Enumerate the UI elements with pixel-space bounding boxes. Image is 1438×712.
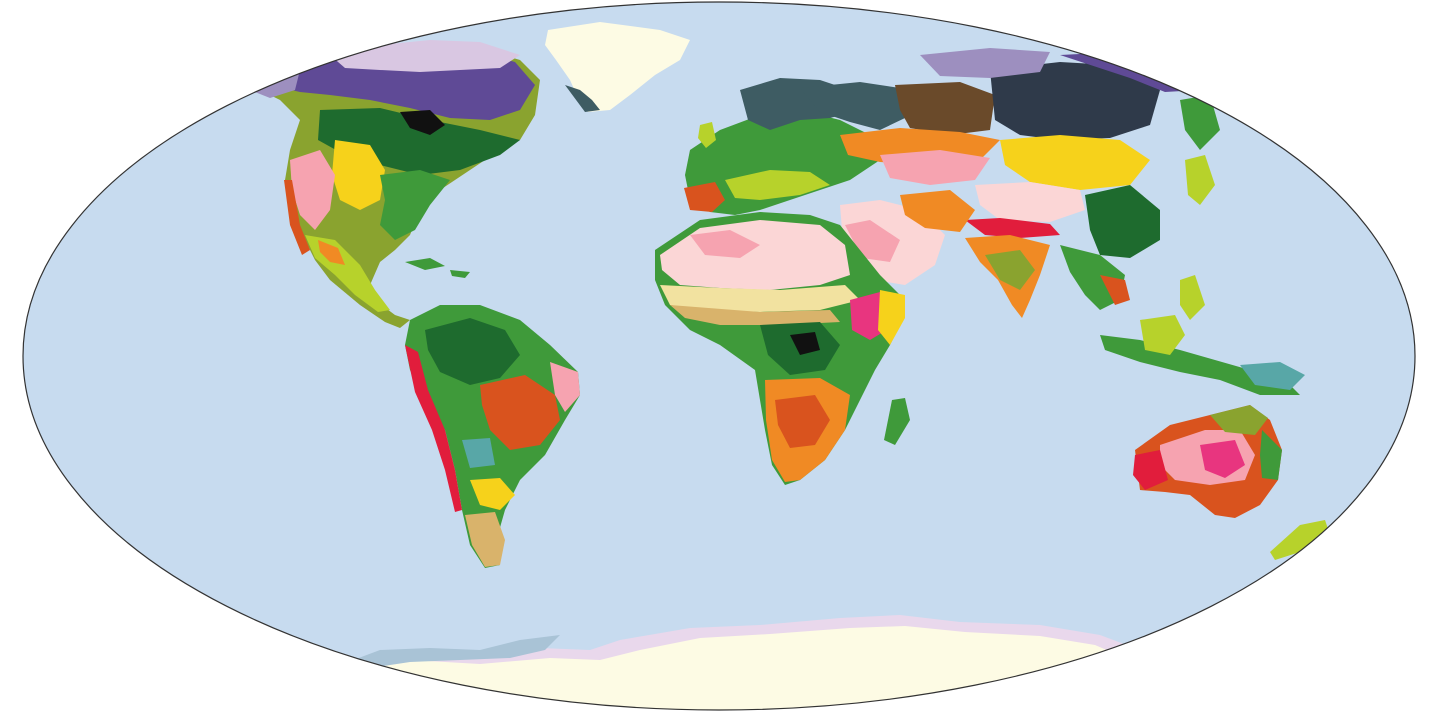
siberia-dark (990, 62, 1160, 140)
pampas (470, 478, 515, 510)
new-guinea (1240, 362, 1305, 390)
kalahari (775, 395, 830, 448)
mongolia-china-north (1000, 135, 1150, 190)
australia-west-red (1133, 450, 1168, 490)
amazon-forest (425, 318, 520, 385)
caribbean-islands (405, 258, 470, 278)
philippines (1180, 275, 1205, 320)
antarctica-ice (355, 626, 1135, 710)
congo-dark (790, 332, 820, 355)
siberia-lavender (920, 48, 1050, 78)
australia-magenta (1200, 440, 1245, 478)
kazakh-steppe (880, 150, 990, 185)
mexico-dry (318, 240, 345, 265)
iberia (684, 182, 725, 212)
sahel (660, 285, 860, 312)
greenland (545, 22, 690, 112)
us-west (290, 150, 335, 230)
great-plains (332, 140, 385, 210)
australia-north (1210, 405, 1268, 435)
brazil-cerrado (480, 375, 560, 450)
new-zealand (1270, 520, 1330, 560)
kamchatka (1180, 95, 1220, 150)
antarctic-sea-ice (340, 635, 560, 668)
us-west-coast (284, 180, 310, 255)
siberia-brown (895, 82, 995, 135)
india-green (985, 250, 1035, 290)
himalaya (965, 218, 1060, 238)
brazil-coast (550, 362, 580, 412)
australia-east (1260, 430, 1282, 480)
us-east-forest (380, 170, 450, 240)
gran-chaco (462, 438, 495, 468)
southeast-asia (1060, 245, 1125, 310)
horn-of-africa (878, 290, 905, 345)
madagascar (884, 398, 910, 445)
russia-west (800, 82, 905, 130)
tibet (975, 182, 1085, 222)
hudson-bay-dark (400, 110, 445, 135)
patagonia (465, 512, 505, 567)
sahel-tan (670, 305, 840, 325)
borneo (1140, 315, 1185, 355)
uk (698, 122, 716, 148)
indochina-accent (1100, 275, 1130, 305)
sahara-accent (690, 230, 760, 258)
mediterranean-europe (725, 170, 830, 200)
iran (900, 190, 975, 232)
map-outline (22, 1, 1416, 711)
land-layer (235, 22, 1330, 710)
japan (1185, 155, 1215, 205)
china-east (1085, 185, 1160, 258)
greenland-coast (565, 85, 600, 112)
andes (405, 345, 462, 512)
